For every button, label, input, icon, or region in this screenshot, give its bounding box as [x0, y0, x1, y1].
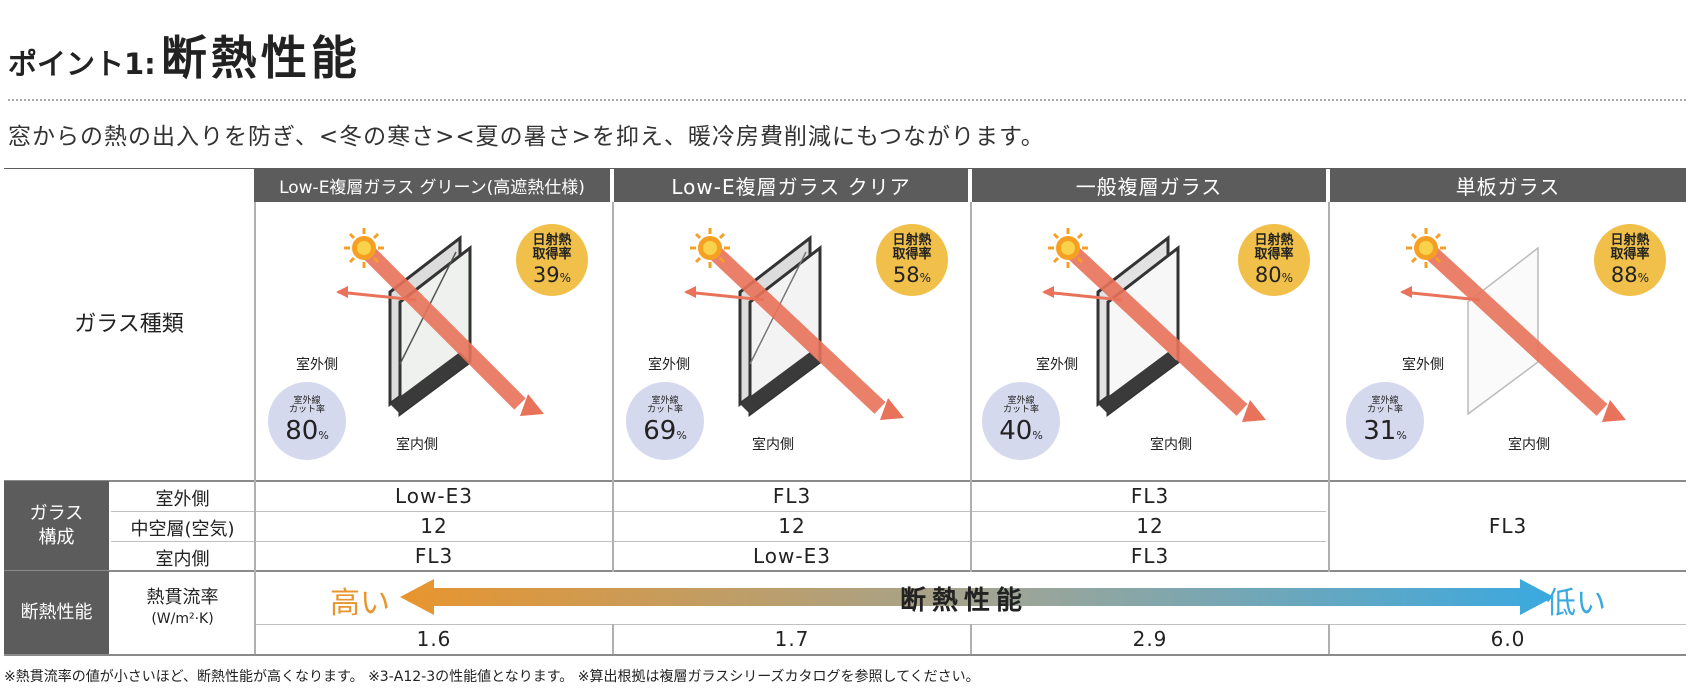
- outdoor-side-label: 室外側: [1036, 357, 1078, 373]
- low-label: 低い: [1546, 586, 1606, 621]
- percent-sign: %: [1281, 270, 1294, 285]
- uv-cut-badge: 室外線 カット率 80%: [268, 382, 346, 460]
- indoor-side-label: 室内側: [1150, 437, 1192, 453]
- gradient-arrow-graphic: [400, 579, 1554, 615]
- high-label: 高い: [330, 586, 390, 621]
- uv-cut-badge: 室外線 カット率 40%: [982, 382, 1060, 460]
- solar-gain-label: 日射熱 取得率: [892, 233, 932, 262]
- air-layer-row-label: 中空層(空気): [130, 519, 235, 540]
- uv-cut-label: 室外線 カット率: [1366, 395, 1403, 416]
- cell-outdoor-2: FL3: [772, 484, 812, 508]
- cell-air-2: 12: [778, 514, 806, 538]
- solar-gain-label: 日射熱 取得率: [1254, 233, 1294, 262]
- solar-gain-label: 日射熱 取得率: [532, 233, 572, 262]
- cell-outdoor-3: FL3: [1130, 484, 1170, 508]
- cell-indoor-2: Low-E3: [753, 544, 831, 568]
- cell-single-4: FL3: [1488, 514, 1528, 538]
- glass-type-label: ガラス種類: [74, 312, 184, 337]
- glass-illustration-2: 室外側 室内側 日射熱 取得率 58% 室外線 カット率 69%: [614, 204, 970, 480]
- cell-air-1: 12: [420, 514, 448, 538]
- solar-gain-badge: 日射熱 取得率 58%: [876, 224, 948, 296]
- composition-label: ガラス 構成: [4, 481, 109, 570]
- percent-sign: %: [676, 428, 687, 442]
- outdoor-side-label: 室外側: [1402, 357, 1444, 373]
- cell-u-4: 6.0: [1490, 627, 1526, 651]
- indoor-side-label: 室内側: [396, 437, 438, 453]
- indoor-side-label: 室内側: [752, 437, 794, 453]
- page-title: ポイント1: 断熱性能: [8, 22, 361, 88]
- indoor-row-label: 室内側: [155, 549, 210, 570]
- percent-sign: %: [919, 270, 932, 285]
- percent-sign: %: [1396, 428, 1407, 442]
- title-main: 断熱性能: [160, 31, 361, 85]
- col-header-general-double: 一般複層ガラス: [972, 168, 1326, 202]
- glass-diagram-2: [684, 228, 904, 420]
- cell-indoor-3: FL3: [1130, 544, 1170, 568]
- glass-diagram-1: [336, 228, 544, 417]
- uv-cut-label: 室外線 カット率: [646, 395, 683, 416]
- solar-gain-badge: 日射熱 取得率 39%: [516, 224, 588, 296]
- percent-sign: %: [318, 428, 329, 442]
- uv-cut-label: 室外線 カット率: [288, 395, 325, 416]
- cell-u-3: 2.9: [1132, 627, 1168, 651]
- outdoor-row-label: 室外側: [155, 489, 210, 510]
- cell-u-1: 1.6: [416, 627, 452, 651]
- u-value-label: 熱貫流率: [146, 587, 219, 608]
- title-prefix: ポイント1:: [8, 47, 156, 81]
- glass-illustration-3: 室外側 室内側 日射熱 取得率 80% 室外線 カット率 40%: [972, 204, 1328, 480]
- uv-cut-value: 80: [285, 415, 319, 446]
- col-header-single: 単板ガラス: [1330, 168, 1686, 202]
- glass-diagram-3: [1042, 228, 1266, 422]
- cell-outdoor-1: Low-E3: [395, 484, 473, 508]
- percent-sign: %: [559, 270, 572, 285]
- uv-cut-label: 室外線 カット率: [1002, 395, 1039, 416]
- comparison-table: Low-E複層ガラス グリーン(高遮熱仕様) Low-E複層ガラス クリア 一般…: [4, 168, 1686, 656]
- insulation-label: 断熱性能: [4, 571, 109, 654]
- dotted-divider: [8, 99, 1686, 101]
- u-value-unit: (W/m²·K): [151, 611, 214, 627]
- uv-cut-value: 31: [1363, 415, 1397, 446]
- solar-gain-label: 日射熱 取得率: [1610, 233, 1650, 262]
- uv-cut-value: 69: [643, 415, 677, 446]
- cell-air-3: 12: [1136, 514, 1164, 538]
- uv-cut-value: 40: [999, 415, 1033, 446]
- solar-gain-badge: 日射熱 取得率 88%: [1594, 224, 1666, 296]
- indoor-side-label: 室内側: [1508, 437, 1550, 453]
- outdoor-side-label: 室外側: [648, 357, 690, 373]
- percent-sign: %: [1637, 270, 1650, 285]
- uv-cut-badge: 室外線 カット率 69%: [626, 382, 704, 460]
- solar-gain-badge: 日射熱 取得率 80%: [1238, 224, 1310, 296]
- solar-gain-value: 88: [1610, 262, 1638, 287]
- col-header-lowe-clear: Low-E複層ガラス クリア: [614, 168, 968, 202]
- glass-diagram-4: [1400, 228, 1626, 422]
- solar-gain-value: 80: [1254, 262, 1282, 287]
- cell-u-2: 1.7: [774, 627, 810, 651]
- subtitle: 窓からの熱の出入りを防ぎ、<冬の寒さ><夏の暑さ>を抑え、暖冷房費削減にもつなが…: [8, 124, 1045, 150]
- glass-illustration-1: 室外側 室内側 日射熱 取得率 39% 室外線 カット率 80%: [256, 204, 612, 480]
- insulation-arrow: 高い 断熱性能 低い: [330, 575, 1620, 621]
- outdoor-side-label: 室外側: [296, 357, 338, 373]
- glass-illustration-4: 室外側 室内側 日射熱 取得率 88% 室外線 カット率 31%: [1330, 204, 1686, 480]
- solar-gain-value: 39: [532, 262, 560, 287]
- arrow-center-label: 断熱性能: [900, 586, 1029, 616]
- footnote: ※熱貫流率の値が小さいほど、断熱性能が高くなります。 ※3-A12-3の性能値と…: [4, 669, 980, 685]
- percent-sign: %: [1032, 428, 1043, 442]
- cell-indoor-1: FL3: [414, 544, 454, 568]
- uv-cut-badge: 室外線 カット率 31%: [1346, 382, 1424, 460]
- col-header-lowe-green: Low-E複層ガラス グリーン(高遮熱仕様): [254, 168, 610, 202]
- solar-gain-value: 58: [892, 262, 920, 287]
